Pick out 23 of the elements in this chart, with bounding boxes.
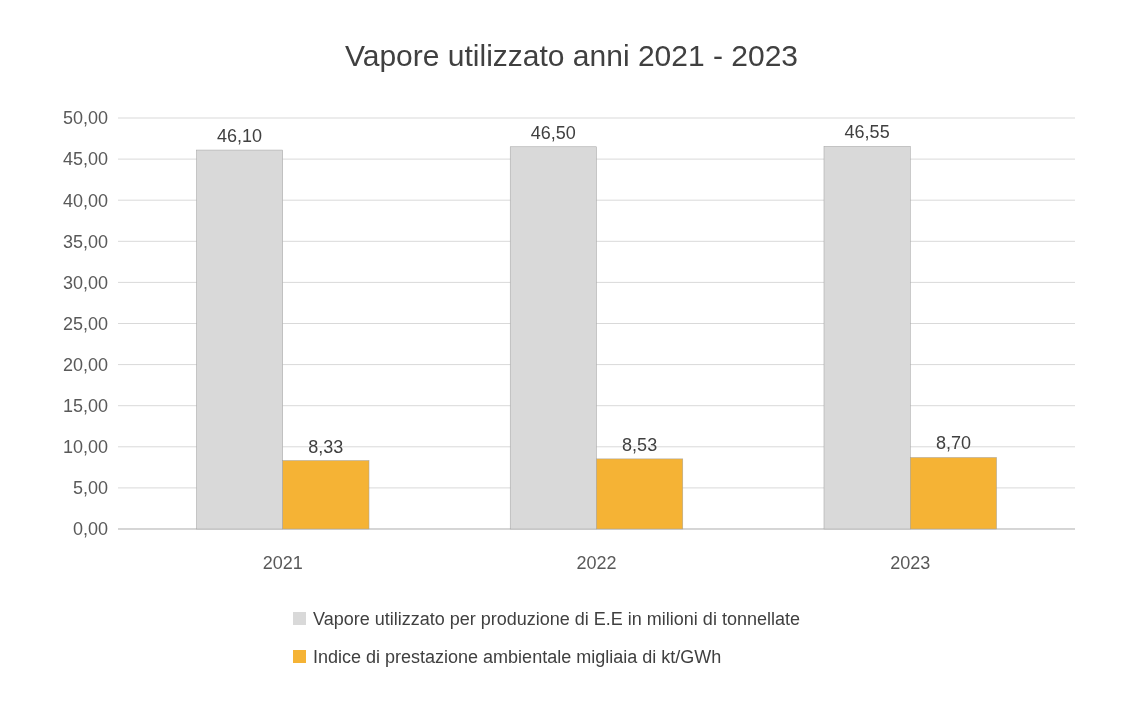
y-tick-label: 40,00	[62, 190, 108, 211]
y-tick-label: 45,00	[62, 149, 108, 170]
y-tick-label: 30,00	[62, 272, 108, 293]
data-label: 8,70	[935, 433, 971, 454]
y-tick-label: 35,00	[62, 231, 108, 252]
data-label: 46,55	[844, 122, 890, 143]
data-label: 46,50	[530, 122, 576, 143]
y-tick-label: 25,00	[62, 313, 108, 334]
x-tick-label: 2021	[262, 553, 303, 573]
y-tick-label: 10,00	[62, 437, 108, 458]
legend-label: Indice di prestazione ambientale migliaia di kt/GWh	[313, 647, 722, 668]
x-tick-label: 2023	[890, 553, 931, 573]
data-label: 46,10	[217, 126, 263, 147]
y-tick-label: 5,00	[72, 478, 108, 499]
chart-title: Vapore utilizzato anni 2021 - 2023	[344, 39, 799, 72]
data-label: 8,53	[622, 434, 658, 455]
y-tick-label: 50,00	[62, 108, 108, 129]
y-tick-label: 15,00	[62, 396, 108, 416]
legend-label: Vapore utilizzato per produzione di E.E in milioni di tonnellate	[313, 609, 800, 630]
y-tick-label: 20,00	[62, 354, 108, 375]
y-tick-label: 0,00	[72, 519, 108, 540]
x-tick-label: 2022	[576, 553, 617, 573]
data-label: 8,33	[308, 436, 344, 457]
